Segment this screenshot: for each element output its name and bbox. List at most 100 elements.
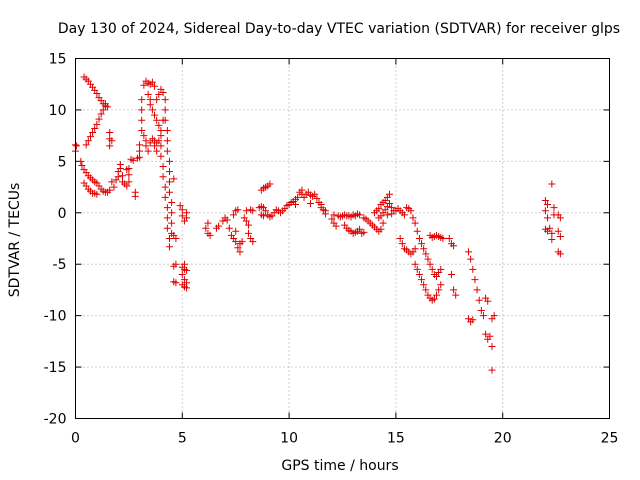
data-point — [163, 137, 171, 145]
data-point — [77, 157, 85, 165]
data-point — [125, 171, 133, 179]
data-point — [93, 89, 101, 97]
data-point — [238, 238, 246, 246]
y-tick-label: -5 — [53, 257, 67, 273]
data-point — [473, 286, 481, 294]
x-tick-label: 5 — [178, 431, 187, 447]
data-point — [548, 229, 556, 237]
data-point — [108, 137, 116, 145]
data-point — [249, 207, 257, 215]
y-axis-label: SDTVAR / TECUs — [7, 183, 23, 298]
data-point — [163, 127, 171, 134]
data-point — [155, 121, 163, 129]
data-point — [385, 190, 393, 198]
data-point — [482, 330, 490, 338]
data-point — [125, 165, 133, 173]
data-point — [138, 106, 146, 114]
data-point — [234, 244, 242, 252]
data-point — [469, 265, 477, 273]
data-point — [554, 227, 562, 235]
grid — [75, 58, 610, 419]
y-tick-labels: -20 -15 -10 -5 0 5 10 15 — [44, 52, 67, 428]
data-point — [176, 202, 184, 210]
data-point — [183, 284, 191, 292]
data-point — [204, 219, 212, 227]
data-point — [398, 240, 406, 248]
data-point — [157, 132, 165, 140]
data-point — [129, 156, 137, 164]
data-point — [420, 245, 428, 253]
data-point — [556, 250, 564, 258]
data-point — [161, 183, 169, 191]
data-point — [396, 235, 404, 242]
data-point — [415, 271, 423, 278]
data-point — [298, 186, 306, 194]
data-point — [183, 214, 191, 222]
x-tick-label: 15 — [387, 431, 405, 447]
data-point — [418, 276, 426, 284]
x-tick-label: 25 — [601, 431, 619, 447]
data-point — [230, 211, 238, 219]
data-point — [172, 235, 180, 242]
data-point — [413, 265, 421, 273]
data-point — [178, 271, 186, 278]
data-point — [163, 224, 171, 232]
data-point — [142, 142, 150, 150]
data-point — [136, 153, 144, 161]
data-point — [165, 178, 173, 186]
data-point — [153, 147, 161, 155]
data-point — [544, 214, 552, 222]
data-point — [541, 196, 549, 204]
data-point — [477, 307, 485, 314]
data-point — [400, 211, 408, 219]
data-point — [242, 217, 250, 225]
data-point — [178, 206, 186, 214]
data-point — [424, 255, 432, 263]
data-point — [356, 225, 364, 233]
chart-title: Day 130 of 2024, Sidereal Day-to-day VTE… — [58, 21, 620, 37]
data-point — [407, 207, 415, 215]
data-point — [432, 273, 440, 281]
data-point — [422, 286, 430, 294]
data-point — [155, 91, 163, 98]
data-point — [409, 214, 417, 222]
data-point — [131, 192, 139, 200]
data-point — [377, 225, 385, 233]
data-point — [311, 190, 319, 198]
x-tick-label: 0 — [71, 431, 80, 447]
data-point — [467, 255, 475, 263]
data-point — [202, 224, 210, 232]
data-point — [465, 248, 473, 256]
data-point — [388, 210, 396, 218]
data-point — [136, 147, 144, 155]
plot-frame — [75, 58, 610, 419]
data-point — [148, 106, 156, 114]
data-point — [161, 193, 169, 201]
data-point — [165, 157, 173, 165]
data-point — [385, 200, 393, 208]
data-point — [294, 193, 302, 201]
data-point — [163, 214, 171, 222]
y-tick-label: 5 — [58, 154, 67, 170]
data-point — [78, 161, 86, 169]
data-point — [266, 180, 274, 188]
data-point — [163, 147, 171, 155]
y-tick-label: -15 — [44, 360, 67, 376]
data-point — [110, 183, 118, 191]
data-point — [123, 182, 131, 190]
data-point — [452, 291, 460, 299]
data-point — [488, 343, 496, 350]
data-point — [183, 266, 191, 274]
x-tick-label: 20 — [494, 431, 512, 447]
data-point — [328, 215, 336, 223]
y-tick-label: 15 — [49, 52, 67, 68]
data-point — [161, 96, 169, 104]
y-tick-label: 0 — [58, 206, 67, 222]
data-point — [86, 133, 94, 141]
data-point — [435, 286, 443, 294]
data-point — [159, 163, 167, 170]
data-point — [262, 207, 270, 215]
data-point — [426, 260, 434, 268]
data-point — [245, 229, 253, 237]
